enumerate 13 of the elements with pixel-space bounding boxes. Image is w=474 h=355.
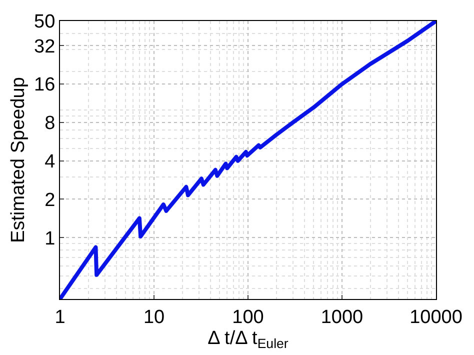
y-tick-label: 16 [34,74,56,96]
x-tick-label: 1000 [320,306,364,328]
x-tick-label: 10 [143,306,165,328]
y-axis-title: Estimated Speedup [8,77,29,243]
x-tick-label: 100 [232,306,264,328]
y-tick-label: 2 [44,190,56,211]
y-tick-label: 1 [44,228,56,250]
y-tick-label: 32 [34,36,56,58]
x-axis-title: Δ t/Δ t$_{Euler}$ [208,328,289,351]
y-tick-label: 8 [44,113,56,134]
x-tick-label: 10000 [410,306,462,328]
y-tick-label: 4 [44,152,56,172]
y-tick-label: 50 [34,12,56,33]
